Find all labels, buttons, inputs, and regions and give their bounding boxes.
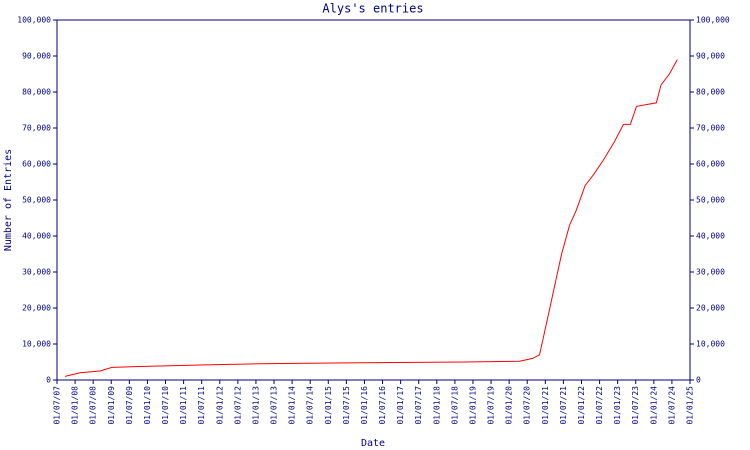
- x-tick-label: 01/07/14: [306, 386, 315, 425]
- y-tick-label: 0: [46, 376, 51, 385]
- x-tick-label: 01/07/18: [450, 386, 459, 425]
- y-tick-label: 80,000: [22, 88, 51, 97]
- x-tick-label: 01/07/07: [53, 386, 62, 425]
- x-tick-label: 01/07/11: [197, 386, 206, 425]
- y-tick-label: 60,000: [22, 160, 51, 169]
- y2-tick-label: 70,000: [696, 124, 725, 133]
- x-tick-label: 01/01/11: [179, 386, 188, 425]
- y-tick-label: 20,000: [22, 304, 51, 313]
- x-tick-label: 01/01/19: [468, 386, 477, 425]
- x-tick-label: 01/07/21: [559, 386, 568, 425]
- x-tick-label: 01/01/18: [432, 386, 441, 425]
- x-tick-label: 01/01/24: [649, 386, 658, 425]
- x-tick-label: 01/01/08: [71, 386, 80, 425]
- x-tick-label: 01/01/21: [541, 386, 550, 425]
- y2-tick-label: 10,000: [696, 340, 725, 349]
- x-tick-label: 01/07/24: [667, 386, 676, 425]
- y2-tick-label: 90,000: [696, 52, 725, 61]
- y-tick-label: 10,000: [22, 340, 51, 349]
- x-axis-label: Date: [361, 438, 385, 449]
- x-tick-label: 01/01/12: [215, 386, 224, 425]
- y2-tick-label: 50,000: [696, 196, 725, 205]
- y-tick-label: 70,000: [22, 124, 51, 133]
- x-tick-label: 01/07/16: [378, 386, 387, 425]
- x-tick-label: 01/07/08: [89, 386, 98, 425]
- x-tick-label: 01/07/13: [270, 386, 279, 425]
- x-tick-label: 01/01/15: [324, 386, 333, 425]
- x-tick-label: 01/07/22: [595, 386, 604, 425]
- x-tick-label: 01/01/16: [360, 386, 369, 425]
- x-tick-label: 01/01/17: [396, 386, 405, 425]
- x-tick-label: 01/01/20: [505, 386, 514, 425]
- chart-title: Alys's entries: [322, 2, 423, 16]
- y-tick-label: 30,000: [22, 268, 51, 277]
- y2-tick-label: 100,000: [696, 16, 730, 25]
- x-tick-label: 01/07/09: [125, 386, 134, 425]
- y-tick-label: 90,000: [22, 52, 51, 61]
- x-tick-label: 01/07/12: [233, 386, 242, 425]
- x-tick-label: 01/01/09: [107, 386, 116, 425]
- y2-tick-label: 20,000: [696, 304, 725, 313]
- y-tick-label: 40,000: [22, 232, 51, 241]
- x-tick-label: 01/07/10: [161, 386, 170, 425]
- x-tick-label: 01/07/23: [631, 386, 640, 425]
- x-tick-label: 01/07/17: [414, 386, 423, 425]
- y-tick-label: 50,000: [22, 196, 51, 205]
- y2-tick-label: 80,000: [696, 88, 725, 97]
- x-tick-label: 01/07/20: [523, 386, 532, 425]
- y-tick-label: 100,000: [17, 16, 51, 25]
- y-axis-label: Number of Entries: [3, 149, 14, 251]
- y2-tick-label: 0: [696, 376, 701, 385]
- x-tick-label: 01/07/19: [487, 386, 496, 425]
- x-tick-label: 01/01/25: [686, 386, 695, 425]
- y2-tick-label: 30,000: [696, 268, 725, 277]
- x-tick-label: 01/01/10: [143, 386, 152, 425]
- x-tick-label: 01/01/23: [613, 386, 622, 425]
- data-line: [64, 59, 678, 377]
- x-tick-label: 01/01/14: [288, 386, 297, 425]
- x-tick-label: 01/01/13: [251, 386, 260, 425]
- x-tick-label: 01/01/22: [577, 386, 586, 425]
- y2-tick-label: 40,000: [696, 232, 725, 241]
- x-tick-label: 01/07/15: [342, 386, 351, 425]
- y2-tick-label: 60,000: [696, 160, 725, 169]
